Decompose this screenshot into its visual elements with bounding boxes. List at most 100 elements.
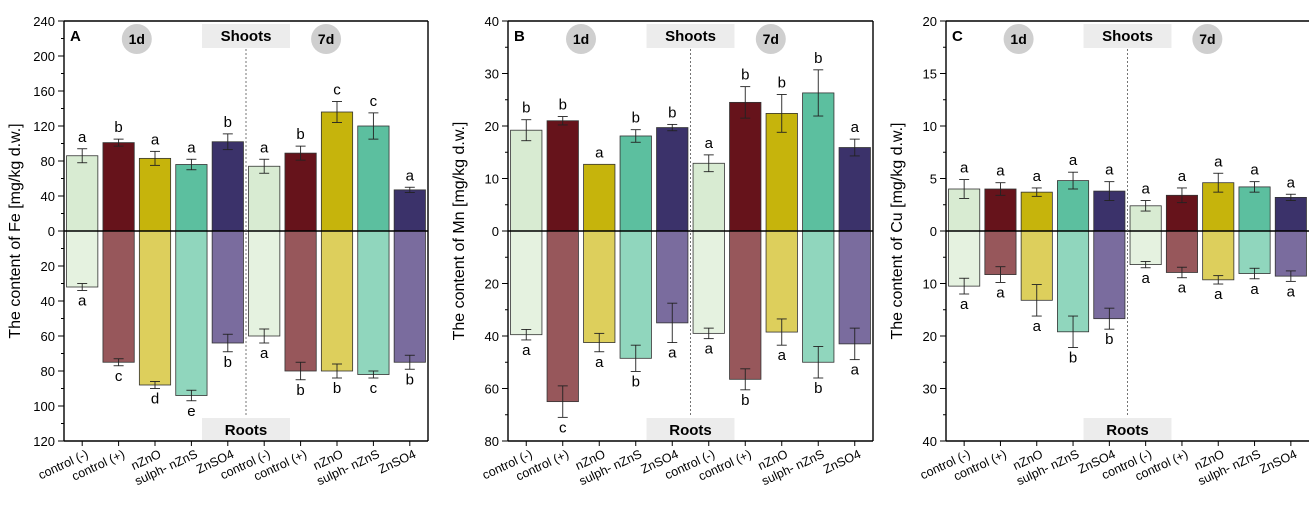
x-category-label: ZnSO4 xyxy=(1257,447,1299,476)
day-badge xyxy=(121,24,152,54)
root-bar xyxy=(510,230,543,336)
root-bar xyxy=(66,230,99,288)
y-tick-label: 120 xyxy=(33,434,55,449)
shoot-bar xyxy=(248,165,281,232)
root-significance-label: a xyxy=(1178,280,1187,297)
root-significance-label: a xyxy=(522,342,531,359)
shoot-bar xyxy=(284,152,317,232)
shoots-label: Shoots xyxy=(665,28,716,45)
y-tick-label: 10 xyxy=(923,119,937,134)
root-bar xyxy=(102,230,135,363)
shoot-significance-label: b xyxy=(522,100,530,117)
shoot-significance-label: a xyxy=(960,160,969,177)
root-significance-label: d xyxy=(151,391,159,408)
shoot-significance-label: b xyxy=(632,110,640,127)
root-significance-label: b xyxy=(406,371,414,388)
shoot-bar xyxy=(320,111,354,232)
root-significance-label: e xyxy=(187,403,195,420)
root-bar xyxy=(357,230,390,375)
root-bar xyxy=(583,230,616,343)
y-tick-label: 80 xyxy=(41,154,55,169)
root-bar xyxy=(211,230,244,344)
shoot-bar xyxy=(619,135,652,232)
root-bar xyxy=(1202,230,1235,281)
shoot-significance-label: b xyxy=(559,97,567,114)
root-significance-label: c xyxy=(559,419,567,436)
y-tick-label: 10 xyxy=(923,277,937,292)
y-tick-label: 30 xyxy=(923,382,937,397)
day-label: 7d xyxy=(1199,31,1215,47)
shoot-significance-label: a xyxy=(1069,152,1078,169)
shoot-bar xyxy=(510,129,543,232)
shoots-label-box xyxy=(1083,24,1172,48)
root-significance-label: b xyxy=(632,373,640,390)
y-tick-label: 0 xyxy=(930,224,937,239)
root-bar xyxy=(802,230,835,363)
y-tick-label: 40 xyxy=(923,434,937,449)
shoot-bar xyxy=(583,163,616,232)
y-tick-label: 40 xyxy=(485,14,499,29)
y-tick-label: 40 xyxy=(485,329,499,344)
root-significance-label: b xyxy=(1105,331,1113,348)
shoot-bar xyxy=(984,188,1017,232)
shoot-bar xyxy=(1274,196,1307,232)
panel-letter: B xyxy=(514,28,525,45)
shoots-label: Shoots xyxy=(1102,28,1153,45)
shoot-bar xyxy=(175,164,208,232)
shoots-label-box xyxy=(202,24,290,48)
shoot-significance-label: a xyxy=(595,144,604,161)
root-bar xyxy=(248,230,281,337)
root-significance-label: a xyxy=(996,284,1005,301)
panel-a: 2402001601208040020406080100120aacontrol… xyxy=(7,14,429,488)
y-tick-label: 120 xyxy=(33,119,55,134)
shoot-significance-label: a xyxy=(1250,162,1259,179)
root-significance-label: a xyxy=(705,341,714,358)
y-tick-label: 0 xyxy=(48,224,55,239)
shoot-bar xyxy=(102,142,135,232)
y-tick-label: 0 xyxy=(492,224,499,239)
shoot-significance-label: a xyxy=(1287,174,1296,191)
y-tick-label: 80 xyxy=(485,434,499,449)
shoot-significance-label: a xyxy=(187,139,196,156)
shoot-significance-label: a xyxy=(1178,168,1187,185)
root-bar xyxy=(729,230,762,380)
shoot-significance-label: a xyxy=(1214,153,1223,170)
shoot-bar xyxy=(1238,186,1271,232)
root-significance-label: c xyxy=(370,380,378,397)
roots-label-box xyxy=(646,418,735,440)
shoot-significance-label: b xyxy=(778,75,786,92)
root-bar xyxy=(1129,230,1162,265)
shoot-significance-label: a xyxy=(1141,181,1150,198)
y-tick-label: 100 xyxy=(33,399,55,414)
panel-letter: C xyxy=(952,28,963,45)
root-significance-label: a xyxy=(595,354,604,371)
shoot-significance-label: c xyxy=(370,93,378,110)
root-bar xyxy=(320,230,354,372)
shoot-bar xyxy=(838,147,871,232)
root-significance-label: b xyxy=(1069,350,1077,367)
x-category-label: ZnSO4 xyxy=(821,447,863,476)
root-significance-label: c xyxy=(115,368,123,385)
shoot-significance-label: a xyxy=(78,129,87,146)
root-bar xyxy=(948,230,981,287)
day-badge xyxy=(755,24,786,54)
shoot-significance-label: a xyxy=(151,131,160,148)
shoot-significance-label: b xyxy=(668,104,676,121)
root-significance-label: a xyxy=(668,345,677,362)
shoot-significance-label: b xyxy=(741,67,749,84)
root-significance-label: a xyxy=(778,347,787,364)
day-label: 1d xyxy=(129,31,145,47)
shoot-significance-label: b xyxy=(814,50,822,67)
y-tick-label: 5 xyxy=(930,172,937,187)
root-significance-label: b xyxy=(333,380,341,397)
y-tick-label: 20 xyxy=(485,119,499,134)
root-bar xyxy=(138,230,172,386)
root-significance-label: a xyxy=(260,345,269,362)
day-badge xyxy=(1192,24,1223,54)
root-significance-label: a xyxy=(1141,270,1150,287)
shoot-bar xyxy=(729,101,762,232)
y-tick-label: 15 xyxy=(923,67,937,82)
